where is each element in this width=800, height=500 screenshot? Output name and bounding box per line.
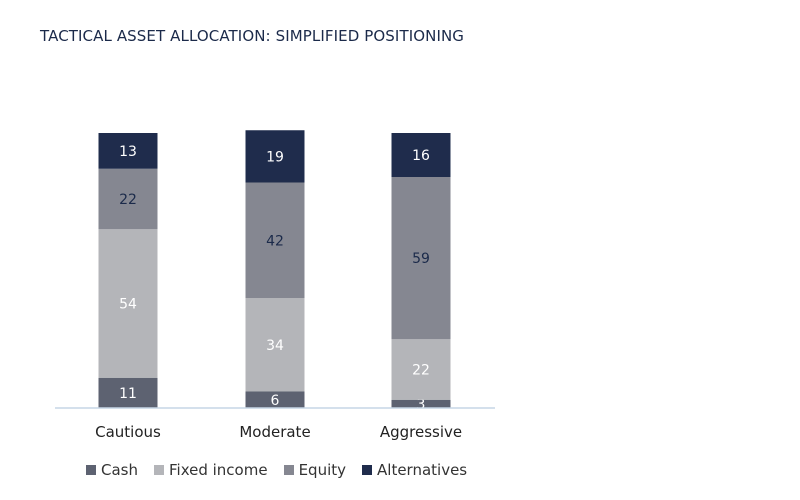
bar-aggressive-equity — [391, 177, 451, 340]
data-label-moderate-fixed-income: 34 — [266, 338, 284, 354]
bar-moderate-cash — [245, 391, 305, 408]
bar-cautious-cash — [98, 377, 158, 408]
legend-swatch — [362, 465, 373, 475]
bar-moderate-fixed-income — [245, 298, 305, 392]
x-tick-label-moderate: Moderate — [239, 423, 310, 441]
chart-title: TACTICAL ASSET ALLOCATION: SIMPLIFIED PO… — [40, 27, 465, 45]
bar-aggressive-cash — [391, 399, 451, 408]
legend-item-alternatives: Alternatives — [362, 461, 467, 479]
legend-swatch — [283, 465, 294, 475]
data-label-cautious-cash: 11 — [119, 386, 137, 402]
legend: Cash Fixed income Equity Alternatives — [86, 461, 483, 479]
x-tick-label-cautious: Cautious — [95, 423, 161, 441]
legend-label: Alternatives — [377, 461, 468, 479]
legend-item-equity: Equity — [283, 461, 347, 479]
data-label-moderate-equity: 42 — [266, 233, 284, 249]
data-label-aggressive-alternatives: 16 — [412, 148, 430, 164]
legend-swatch — [86, 465, 96, 475]
data-label-aggressive-equity: 59 — [412, 251, 430, 267]
bar-cautious-fixed-income — [98, 229, 158, 378]
legend-item-cash: Cash — [86, 461, 138, 479]
bar-cautious-alternatives — [98, 133, 158, 169]
data-label-moderate-alternatives: 19 — [266, 149, 284, 165]
legend-label: Fixed income — [169, 461, 268, 479]
data-label-cautious-alternatives: 13 — [119, 144, 137, 160]
bar-cautious-equity — [98, 168, 158, 230]
legend-label: Equity — [298, 461, 347, 479]
legend-label: Cash — [101, 461, 138, 479]
bars-layer: 11 54 22 13 6 34 42 19 3 22 59 16 — [98, 130, 451, 413]
data-label-aggressive-cash: 3 — [417, 397, 426, 413]
bar-aggressive-alternatives — [391, 133, 451, 177]
bar-aggressive-fixed-income — [391, 339, 451, 400]
legend-swatch — [154, 465, 164, 475]
legend-item-fixed-income: Fixed income — [154, 461, 268, 479]
x-tick-label-aggressive: Aggressive — [380, 423, 462, 441]
x-tick-labels: Cautious Moderate Aggressive — [95, 423, 462, 441]
data-label-cautious-fixed-income: 54 — [119, 297, 137, 313]
bar-moderate-alternatives — [245, 130, 305, 183]
data-label-aggressive-fixed-income: 22 — [412, 363, 430, 379]
data-label-moderate-cash: 6 — [271, 393, 280, 409]
bar-moderate-equity — [245, 182, 305, 298]
data-label-cautious-equity: 22 — [119, 192, 137, 208]
